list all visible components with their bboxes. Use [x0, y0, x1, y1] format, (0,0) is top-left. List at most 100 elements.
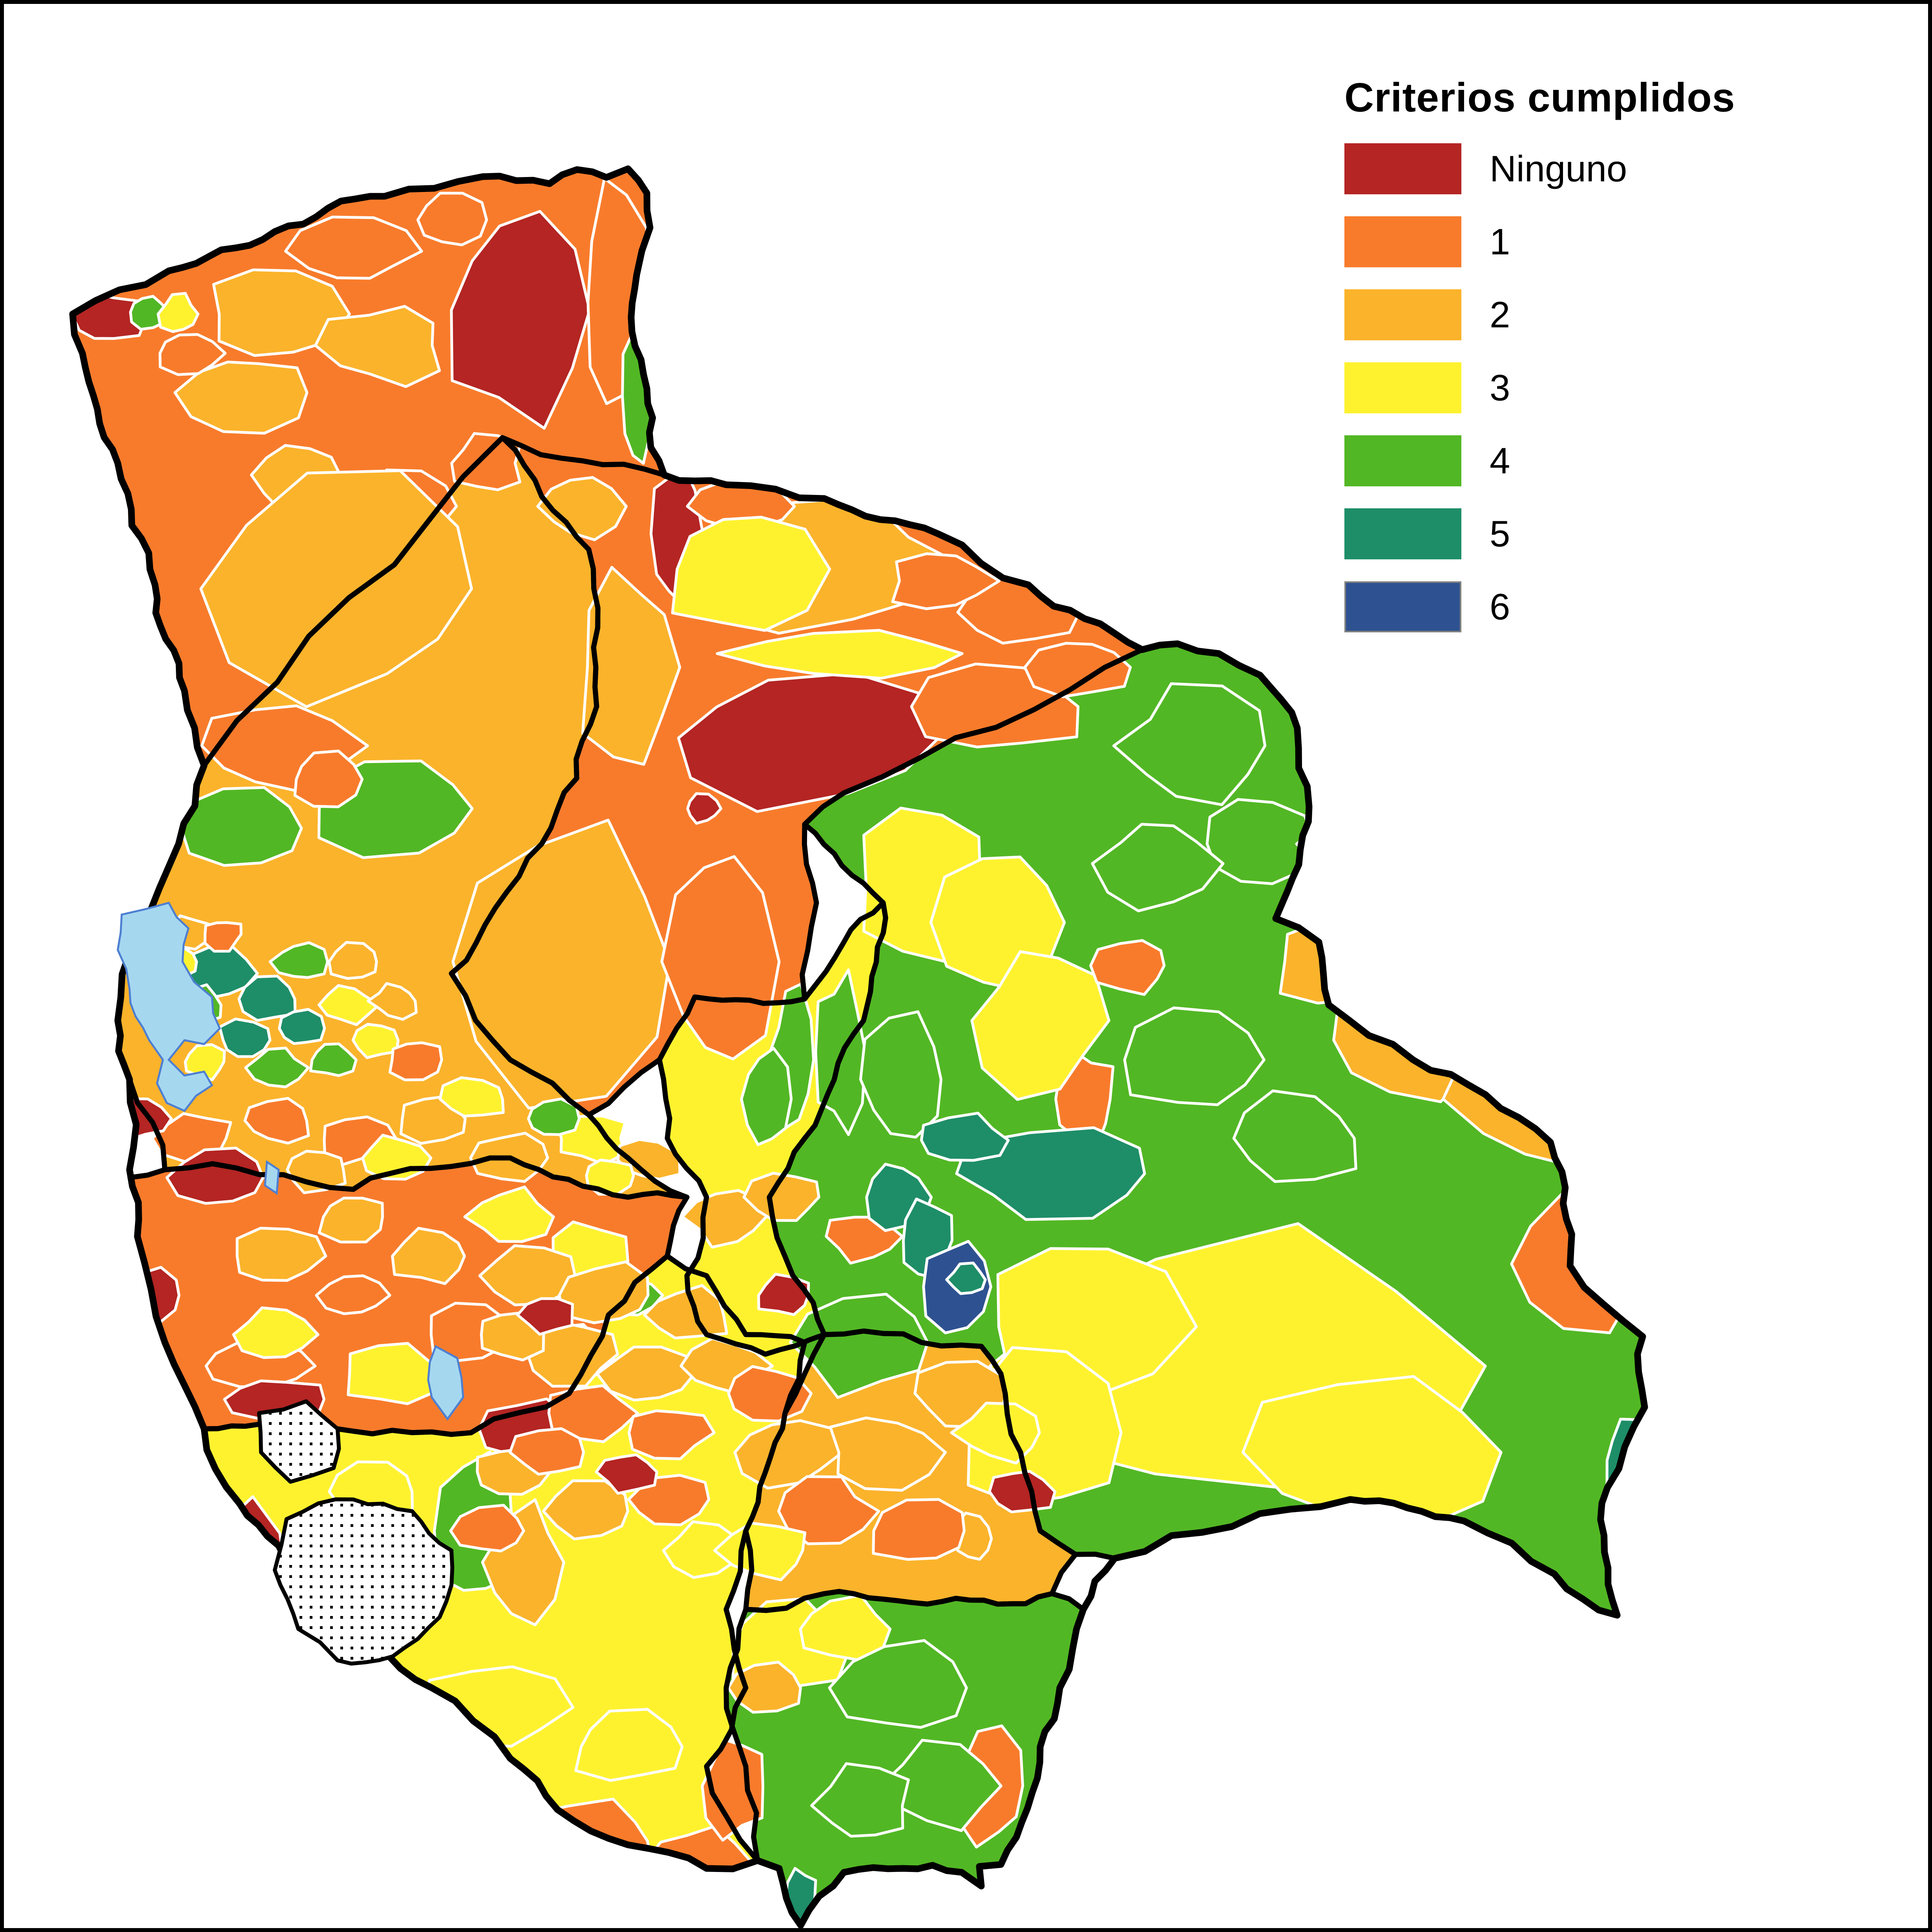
legend-entry-label: 3 [1490, 367, 1510, 408]
municipality-cell [536, 476, 628, 541]
municipality-cell [284, 215, 423, 280]
legend-entries: Ninguno 1 2 3 4 5 6 [1344, 143, 1894, 632]
municipality-cell [327, 941, 378, 980]
municipality-cell [713, 1521, 807, 1581]
municipality-cell [1089, 939, 1166, 996]
municipality-cell [516, 1297, 574, 1336]
municipality-cell [278, 1008, 326, 1045]
municipality-cell [293, 749, 364, 808]
municipality-cell [157, 292, 200, 333]
legend-swatch [1344, 508, 1461, 559]
municipality-cell [173, 360, 309, 435]
municipality-cell [1123, 1006, 1265, 1106]
national-border [69, 165, 1648, 1929]
municipality-cell [388, 1041, 443, 1081]
municipality-cell [1091, 823, 1225, 913]
municipality-cell [574, 1708, 684, 1782]
municipality-cell [1112, 682, 1267, 806]
legend-title: Criterios cumplidos [1344, 75, 1735, 121]
legend-swatch [1344, 362, 1461, 413]
lago-uru-uru [264, 1160, 280, 1195]
municipality-cell [777, 1475, 880, 1545]
municipality-cell [872, 1498, 966, 1561]
municipality-cell [315, 1274, 391, 1315]
municipality-cell [716, 629, 964, 680]
municipality-cell [595, 1453, 658, 1495]
legend-entry-label: 1 [1490, 221, 1510, 262]
legend-swatch [1344, 581, 1461, 632]
municipality-cell [829, 1416, 947, 1492]
legend: Criterios cumplidos Ninguno 1 2 3 4 5 6 [1344, 75, 1894, 632]
municipality-cell [309, 1042, 358, 1077]
municipality-cell [1604, 1060, 1645, 1185]
municipality-cell [237, 975, 297, 1022]
municipality-cell [558, 1260, 650, 1324]
municipality-cell [245, 1651, 390, 1747]
municipality-cell [828, 1639, 968, 1729]
legend-entry: 5 [1344, 508, 1894, 559]
municipality-cell [616, 1138, 681, 1181]
municipality-cell [244, 1046, 310, 1088]
municipality-cell [1523, 912, 1645, 1039]
municipality-cell [236, 1227, 327, 1282]
legend-entry: 3 [1344, 362, 1894, 413]
municipality-cell [318, 1196, 384, 1244]
municipality-cell [449, 1504, 525, 1552]
municipality-cell [212, 268, 351, 357]
municipality-cell [945, 1262, 987, 1295]
legend-entry: Ninguno [1344, 143, 1894, 194]
municipality-cell [686, 792, 723, 825]
municipality-cell [367, 982, 418, 1021]
municipality-cell [351, 1023, 400, 1059]
municipality-cell [581, 566, 681, 766]
legend-entry: 2 [1344, 289, 1894, 340]
municipality-cell [314, 305, 441, 388]
salar-de-uyuni [273, 1497, 455, 1666]
municipality-cell [547, 1384, 639, 1443]
legend-swatch [1344, 216, 1461, 267]
municipality-cell [508, 1427, 585, 1476]
legend-entry-label: 5 [1490, 513, 1510, 554]
municipality-cell [416, 192, 488, 247]
municipality-cell [920, 1112, 1010, 1162]
municipality-cell [438, 1076, 505, 1118]
municipality-cell [463, 1185, 555, 1243]
legend-swatch [1344, 435, 1461, 486]
municipality-cell [370, 1773, 527, 1856]
municipality-cell [165, 1147, 265, 1205]
legend-swatch [1344, 289, 1461, 340]
municipality-cell [159, 333, 227, 376]
municipality-cell [970, 950, 1110, 1101]
municipality-cell [179, 1495, 290, 1675]
municipality-cell [1205, 798, 1318, 885]
legend-entry-label: 2 [1490, 294, 1510, 335]
municipality-cell [628, 1409, 716, 1460]
legend-entry: 6 [1344, 581, 1894, 632]
lago-poopo [427, 1345, 464, 1421]
municipality-cell [789, 1293, 929, 1399]
municipality-cell [318, 984, 381, 1026]
legend-entry-label: 6 [1490, 586, 1510, 627]
municipality-cell [1401, 852, 1581, 981]
legend-entry-label: 4 [1490, 440, 1510, 481]
municipality-cell [527, 1097, 581, 1136]
municipality-cell [1023, 642, 1132, 698]
legend-entry-label: Ninguno [1490, 148, 1627, 189]
legend-entry: 4 [1344, 435, 1894, 486]
municipality-cell [450, 210, 591, 430]
municipality-cell [740, 1047, 793, 1146]
municipality-cell [279, 1728, 467, 1788]
municipality-cell [1295, 780, 1462, 899]
municipality-cell [742, 1172, 820, 1222]
legend-swatch [1344, 143, 1461, 194]
municipality-cell [671, 516, 831, 632]
municipality-cell [184, 1043, 226, 1081]
municipality-cell [810, 1762, 910, 1838]
municipality-cell [391, 1227, 466, 1285]
municipality-cell [218, 1017, 272, 1058]
municipality-cell [203, 921, 243, 953]
municipality-cell [1232, 1089, 1357, 1183]
legend-entry: 1 [1344, 216, 1894, 267]
